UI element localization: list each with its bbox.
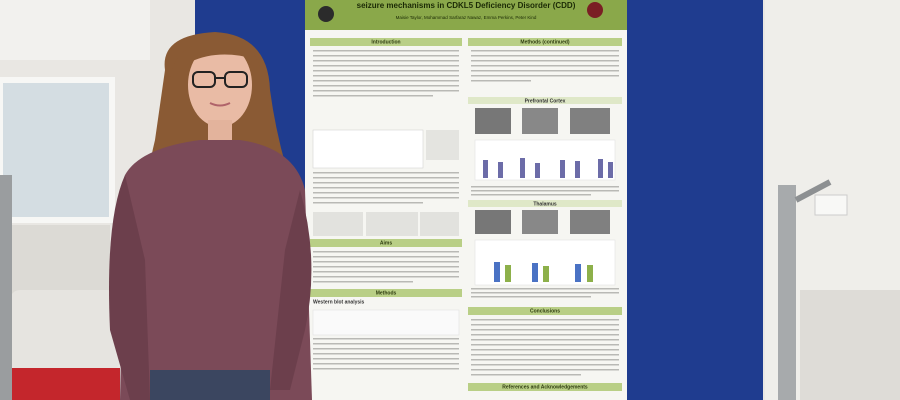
section-heading: Introduction: [371, 39, 400, 45]
subheading: Thalamus: [533, 201, 557, 207]
poster-header: [305, 0, 627, 30]
radiator: [0, 225, 110, 295]
stand-pole: [778, 185, 796, 400]
stand-arm: [794, 179, 832, 203]
logo: [587, 2, 603, 18]
section-bar: [310, 38, 462, 46]
subheading: Western blot analysis: [313, 299, 365, 305]
table: [800, 290, 900, 400]
logo: [318, 6, 334, 22]
section-heading: Methods (continued): [520, 39, 569, 45]
section-heading: Methods: [376, 290, 397, 296]
section-bar: [468, 38, 622, 46]
section-heading: Aims: [380, 240, 392, 246]
red-object: [10, 368, 120, 400]
chair: [10, 290, 120, 370]
section-heading: References and Acknowledgements: [502, 384, 588, 390]
body-text: [313, 50, 619, 376]
subheading-bar: [468, 200, 622, 207]
section-bar: [310, 289, 462, 297]
section-bar: [310, 239, 462, 247]
poster-title: seizure mechanisms in CDKL5 Deficiency D…: [357, 1, 576, 10]
stand-pole: [0, 175, 12, 400]
poster-authors: Maisie Taylor, Mohammad Sarfaraz Nawaz, …: [396, 15, 537, 20]
subheading-bar: [468, 97, 622, 104]
section-bar: [468, 383, 622, 391]
section-bar: [468, 307, 622, 315]
socket: [814, 194, 848, 216]
person: [109, 32, 312, 400]
blind: [0, 0, 150, 60]
section-heading: Conclusions: [530, 308, 560, 314]
subheading: Prefrontal Cortex: [525, 98, 566, 104]
figure: [312, 108, 616, 336]
window: [0, 77, 115, 223]
